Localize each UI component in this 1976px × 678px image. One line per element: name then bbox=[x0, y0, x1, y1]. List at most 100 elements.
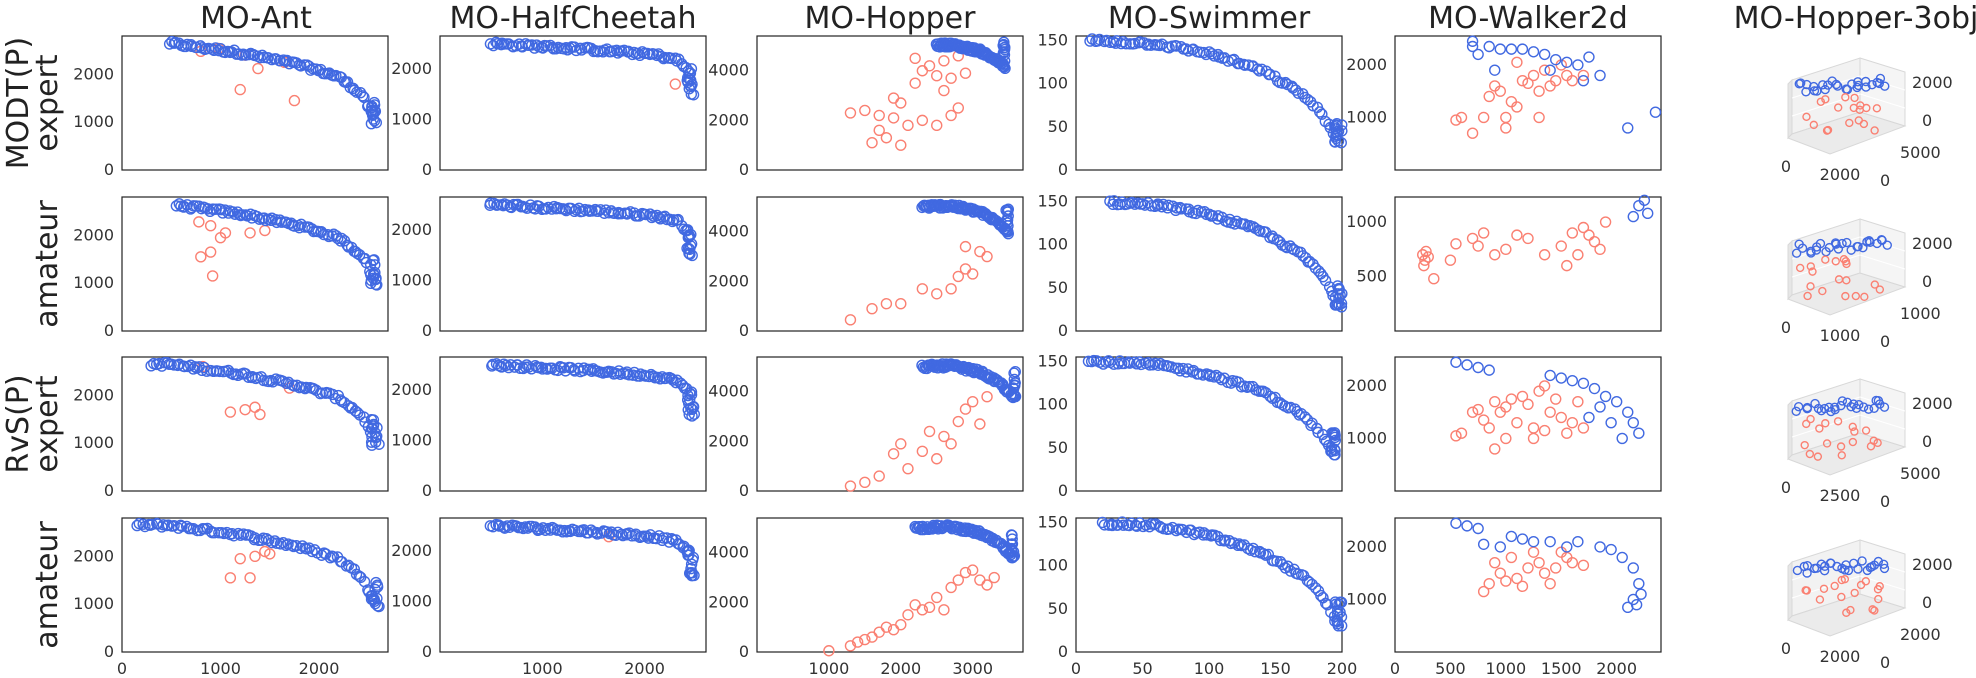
front-point bbox=[239, 368, 252, 380]
dominated-point bbox=[1577, 559, 1590, 571]
dominated-point bbox=[895, 619, 907, 631]
front-point bbox=[1472, 48, 1484, 61]
front-point bbox=[137, 518, 149, 530]
x-tick-label: 50 bbox=[1132, 659, 1152, 678]
grid-line bbox=[1791, 396, 1861, 420]
dominated-point bbox=[938, 55, 950, 67]
front-point bbox=[651, 209, 663, 222]
3d-dominated-point bbox=[1861, 426, 1871, 435]
3d-dominated-point bbox=[1840, 574, 1850, 584]
y-tick-label: 2000 bbox=[73, 546, 114, 565]
dominated-point bbox=[1561, 259, 1573, 272]
front-point bbox=[1006, 551, 1019, 564]
y-tick-label: 50 bbox=[1048, 438, 1068, 457]
3d-dominated-point bbox=[1870, 126, 1879, 135]
front-point bbox=[1007, 387, 1019, 400]
front-point bbox=[365, 590, 377, 602]
3d-dominated-point bbox=[1874, 594, 1883, 604]
front-point bbox=[1187, 364, 1200, 377]
dominated-point bbox=[214, 231, 227, 244]
3d-dominated-point bbox=[1837, 592, 1846, 602]
grid-line bbox=[1859, 414, 1906, 430]
y-tick-label: 1000 bbox=[73, 433, 114, 452]
y-tick-label: 1000 bbox=[1346, 589, 1387, 608]
front-point bbox=[1005, 529, 1018, 541]
3d-front-point bbox=[1802, 402, 1812, 413]
dominated-point bbox=[224, 406, 237, 418]
dominated-point bbox=[880, 298, 893, 310]
front-point bbox=[1328, 428, 1340, 441]
front-point bbox=[170, 200, 183, 212]
dominated-point bbox=[1527, 422, 1540, 434]
plot-frame bbox=[1394, 517, 1662, 653]
front-point bbox=[1622, 122, 1634, 134]
dominated-point bbox=[1505, 393, 1518, 405]
dominated-point bbox=[1466, 127, 1479, 139]
3d-front-point bbox=[1852, 82, 1862, 93]
front-point bbox=[508, 361, 521, 373]
dominated-point bbox=[1544, 577, 1556, 590]
3d-front-point bbox=[1878, 559, 1889, 569]
front-point bbox=[592, 205, 604, 217]
panel-mo-halfcheetah-row2: 0 1000 2000 bbox=[391, 356, 707, 500]
dominated-point bbox=[1527, 546, 1540, 558]
front-point bbox=[1627, 416, 1639, 429]
front-point bbox=[664, 213, 676, 226]
dominated-point bbox=[1500, 401, 1512, 413]
3d-dominated-point bbox=[1836, 442, 1846, 451]
plot-frame bbox=[756, 35, 1024, 171]
3d-front-point bbox=[1802, 568, 1812, 578]
front-point bbox=[1577, 74, 1590, 87]
front-point bbox=[277, 537, 289, 549]
dominated-point bbox=[923, 601, 936, 614]
dominated-point bbox=[1527, 432, 1540, 445]
front-point bbox=[222, 207, 235, 219]
y-tick-label: 1000 bbox=[1346, 428, 1387, 447]
front-point bbox=[356, 90, 369, 102]
z-tick-label: 2000 bbox=[1912, 73, 1953, 92]
dominated-point bbox=[909, 77, 921, 89]
front-point bbox=[373, 438, 385, 450]
front-point bbox=[1001, 217, 1014, 229]
front-point bbox=[999, 41, 1011, 53]
dominated-point bbox=[959, 566, 972, 579]
3d-dominated-point bbox=[1802, 419, 1811, 429]
front-point bbox=[1483, 40, 1495, 53]
3d-front-point bbox=[1864, 236, 1874, 246]
front-point bbox=[1635, 588, 1647, 600]
panel-mo-walker2d-row0: 1000 2000 bbox=[1346, 35, 1662, 171]
y-tick-label: 2000 bbox=[708, 431, 749, 450]
dominated-point bbox=[880, 132, 893, 144]
plot-frame bbox=[1075, 356, 1343, 492]
dominated-point bbox=[945, 72, 957, 84]
front-point bbox=[1304, 255, 1316, 268]
y-tick-label: 0 bbox=[1880, 653, 1890, 672]
front-point bbox=[1225, 377, 1237, 389]
y-tick-label: 5000 bbox=[1900, 464, 1941, 483]
dominated-point bbox=[1422, 251, 1434, 263]
dominated-point bbox=[1583, 229, 1595, 241]
front-point bbox=[1333, 283, 1345, 296]
3d-front-point bbox=[1830, 402, 1840, 413]
front-point bbox=[368, 593, 380, 605]
dominated-point bbox=[1472, 240, 1484, 252]
front-point bbox=[1009, 389, 1021, 402]
front-point bbox=[260, 532, 273, 545]
front-point bbox=[1130, 358, 1143, 370]
front-point bbox=[1135, 358, 1147, 371]
dominated-point bbox=[916, 65, 929, 77]
front-point bbox=[499, 522, 511, 534]
dominated-point bbox=[1418, 259, 1430, 272]
front-point bbox=[1009, 366, 1021, 378]
dominated-point bbox=[1477, 414, 1490, 426]
y-tick-label: 2000 bbox=[391, 59, 432, 78]
dominated-point bbox=[1550, 393, 1562, 405]
front-point bbox=[997, 60, 1010, 72]
plot-frame bbox=[439, 517, 707, 653]
panel-mo-hopper-row2: 0 2000 4000 bbox=[708, 356, 1024, 500]
front-point bbox=[219, 204, 231, 216]
dominated-point bbox=[866, 137, 878, 149]
y-tick-label: 50 bbox=[1048, 599, 1068, 618]
front-point bbox=[535, 361, 547, 373]
3d-dominated-point bbox=[1815, 595, 1825, 604]
